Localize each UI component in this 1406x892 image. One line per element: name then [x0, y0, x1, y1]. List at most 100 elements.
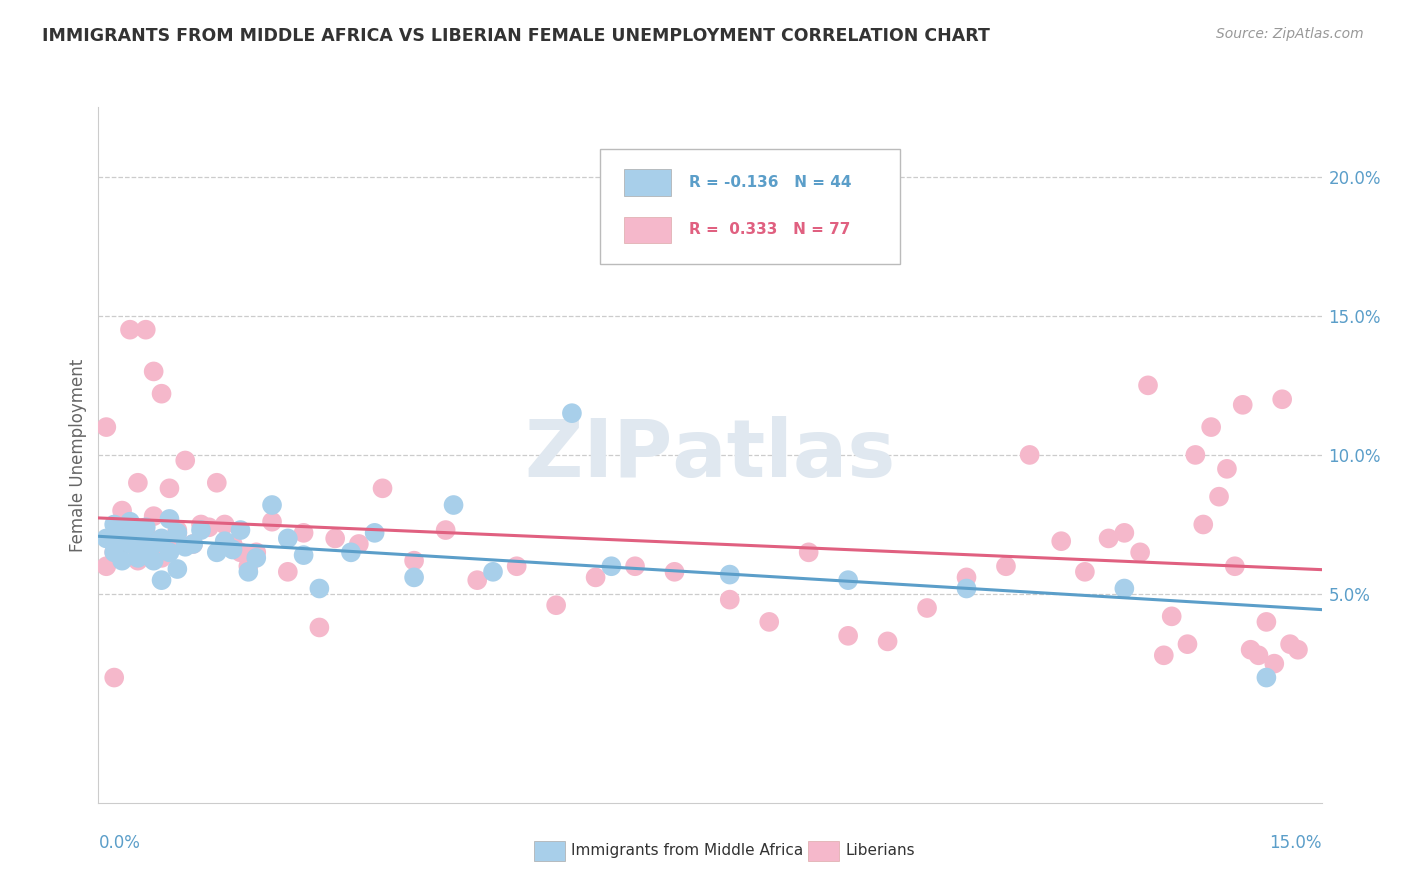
Point	[758, 615, 780, 629]
Point	[546, 598, 568, 612]
Point	[1153, 648, 1175, 663]
Point	[718, 567, 741, 582]
Point	[166, 525, 188, 540]
Point	[135, 520, 157, 534]
Point	[118, 515, 141, 529]
Point	[1216, 462, 1239, 476]
Point	[1074, 565, 1097, 579]
Text: 0.0%: 0.0%	[98, 834, 141, 852]
Point	[1271, 392, 1294, 407]
Point	[371, 481, 394, 495]
Point	[174, 453, 197, 467]
FancyBboxPatch shape	[624, 169, 671, 195]
Point	[347, 537, 370, 551]
Point	[103, 671, 125, 685]
Point	[443, 498, 465, 512]
Point	[277, 565, 299, 579]
Point	[159, 481, 181, 495]
Point	[229, 545, 252, 559]
Point	[1129, 545, 1152, 559]
Point	[166, 525, 188, 540]
Text: R =  0.333   N = 77: R = 0.333 N = 77	[689, 222, 851, 237]
Point	[955, 570, 977, 584]
Point	[1208, 490, 1230, 504]
Point	[205, 545, 228, 559]
Point	[1263, 657, 1285, 671]
Text: Immigrants from Middle Africa: Immigrants from Middle Africa	[571, 844, 803, 858]
Point	[135, 323, 157, 337]
Point	[111, 554, 134, 568]
Point	[96, 420, 118, 434]
Point	[96, 559, 118, 574]
Point	[1177, 637, 1199, 651]
Point	[1184, 448, 1206, 462]
Point	[1247, 648, 1270, 663]
Point	[127, 554, 149, 568]
Point	[142, 364, 165, 378]
Point	[340, 545, 363, 559]
Point	[150, 386, 173, 401]
Point	[1223, 559, 1246, 574]
Point	[837, 573, 859, 587]
Point	[190, 523, 212, 537]
Point	[876, 634, 898, 648]
Point	[465, 573, 488, 587]
Point	[127, 550, 149, 565]
Point	[323, 532, 346, 546]
Point	[1050, 534, 1073, 549]
Point	[166, 562, 188, 576]
Point	[150, 573, 173, 587]
Point	[118, 537, 141, 551]
Point	[142, 554, 165, 568]
Point	[135, 542, 157, 557]
Point	[718, 592, 741, 607]
Point	[1137, 378, 1160, 392]
Point	[103, 517, 125, 532]
Point	[96, 532, 118, 546]
Point	[292, 548, 315, 562]
Point	[159, 540, 181, 554]
Point	[1018, 448, 1040, 462]
Point	[103, 545, 125, 559]
Point	[245, 550, 267, 565]
Point	[181, 537, 204, 551]
Point	[624, 559, 647, 574]
Point	[260, 515, 283, 529]
Point	[111, 503, 134, 517]
Text: R = -0.136   N = 44: R = -0.136 N = 44	[689, 175, 852, 190]
Point	[1256, 671, 1278, 685]
Point	[214, 517, 236, 532]
Point	[150, 532, 173, 546]
Point	[1160, 609, 1182, 624]
Point	[505, 559, 527, 574]
Point	[915, 601, 938, 615]
Point	[111, 517, 134, 532]
Point	[118, 323, 141, 337]
Point	[585, 570, 607, 584]
Point	[118, 537, 141, 551]
Point	[363, 525, 385, 540]
Point	[205, 475, 228, 490]
Point	[664, 565, 686, 579]
Point	[1114, 525, 1136, 540]
Point	[404, 570, 426, 584]
Point	[292, 525, 315, 540]
Point	[561, 406, 583, 420]
FancyBboxPatch shape	[624, 217, 671, 244]
Point	[238, 559, 260, 574]
Text: Source: ZipAtlas.com: Source: ZipAtlas.com	[1216, 27, 1364, 41]
Point	[166, 523, 188, 537]
Point	[174, 540, 197, 554]
Point	[159, 545, 181, 559]
Point	[127, 475, 149, 490]
Text: ZIP​atlas: ZIP​atlas	[524, 416, 896, 494]
Point	[142, 509, 165, 524]
Y-axis label: Female Unemployment: Female Unemployment	[69, 359, 87, 551]
Point	[955, 582, 977, 596]
Point	[221, 537, 243, 551]
Point	[1097, 532, 1119, 546]
Point	[127, 525, 149, 540]
Point	[190, 517, 212, 532]
Point	[994, 559, 1017, 574]
Point	[797, 545, 820, 559]
